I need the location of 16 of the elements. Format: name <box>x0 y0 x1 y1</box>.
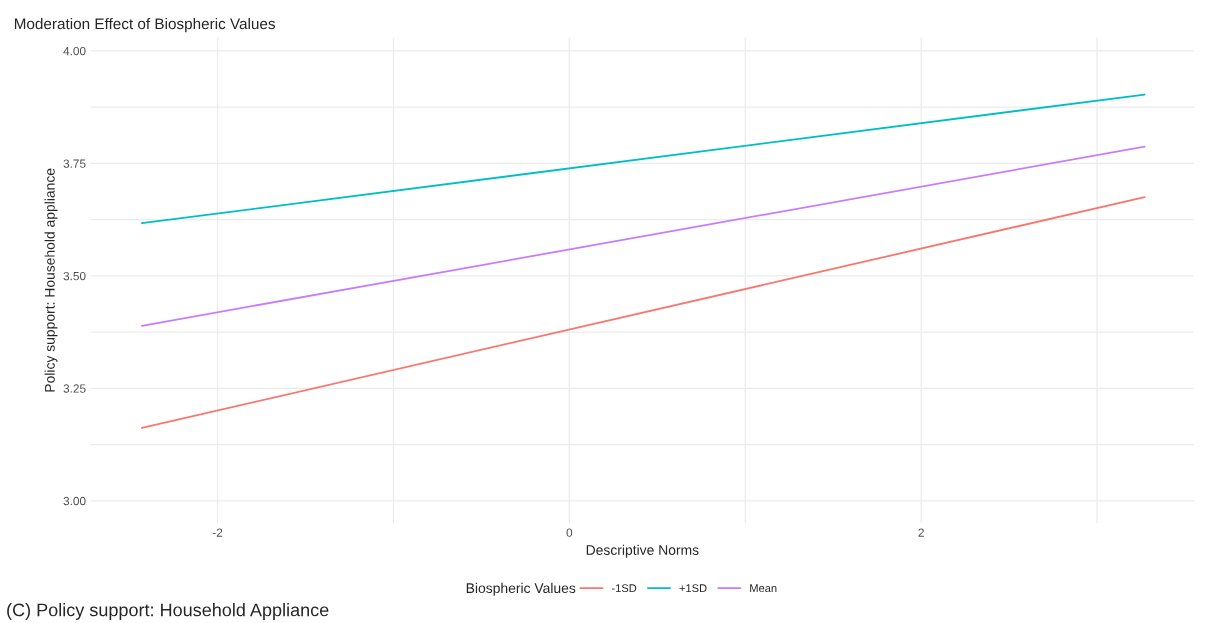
y-tick-label: 3.00 <box>63 496 86 506</box>
x-tick-label: 0 <box>566 528 573 537</box>
legend-title: Biospheric Values <box>466 582 576 596</box>
legend-label: -1SD <box>611 584 637 593</box>
y-tick-label: 4.00 <box>63 46 86 56</box>
x-tick-label: -2 <box>212 528 223 537</box>
y-tick-label: 3.50 <box>63 271 86 281</box>
text: (C) Policy support: Household Appliance <box>7 603 329 620</box>
y-tick-label: 3.75 <box>63 159 86 168</box>
legend-label: +1SD <box>679 584 707 593</box>
x-tick-label: 2 <box>918 528 924 537</box>
chart-title: Moderation Effect of Biospheric Values <box>14 17 276 33</box>
y-axis-title: Policy support: Household appliance <box>44 168 58 392</box>
x-axis-title: Descriptive Norms <box>586 544 699 558</box>
y-tick-label: 3.25 <box>63 384 86 393</box>
legend-label: Mean <box>750 584 777 593</box>
